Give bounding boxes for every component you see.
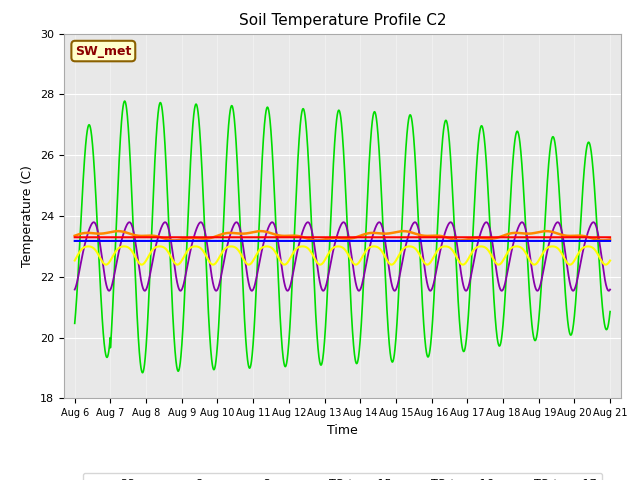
-32cm xyxy=(606,234,614,240)
TC_temp16 xyxy=(164,248,172,254)
TC_temp17 xyxy=(462,288,470,294)
TC_temp16 xyxy=(606,258,614,264)
TC_temp17 xyxy=(276,252,284,258)
TC_temp15 xyxy=(276,233,284,239)
TC_temp15 xyxy=(164,237,172,242)
-8cm xyxy=(538,238,546,244)
TC_temp17 xyxy=(164,222,172,228)
-2cm xyxy=(300,106,307,112)
TC_temp17 xyxy=(300,227,307,233)
TC_temp16 xyxy=(596,255,604,261)
-32cm xyxy=(538,234,546,240)
TC_temp15 xyxy=(606,237,614,242)
-32cm xyxy=(300,234,307,240)
TC_temp17 xyxy=(71,287,79,292)
TC_temp16 xyxy=(209,262,217,267)
-2cm xyxy=(71,321,79,326)
-2cm xyxy=(606,309,614,314)
-8cm xyxy=(596,238,604,244)
-2cm xyxy=(596,271,604,277)
TC_temp16 xyxy=(132,255,140,261)
Y-axis label: Temperature (C): Temperature (C) xyxy=(22,165,35,267)
TC_temp16 xyxy=(276,258,284,264)
-8cm xyxy=(300,238,307,244)
-2cm xyxy=(132,289,140,295)
-2cm xyxy=(139,370,147,375)
TC_temp16 xyxy=(538,251,546,257)
Line: TC_temp15: TC_temp15 xyxy=(75,231,610,240)
Line: -2cm: -2cm xyxy=(75,101,610,372)
TC_temp15 xyxy=(71,233,79,239)
TC_temp17 xyxy=(340,219,348,225)
TC_temp16 xyxy=(263,243,271,249)
TC_temp17 xyxy=(132,241,140,247)
TC_temp15 xyxy=(538,228,546,234)
-8cm xyxy=(132,238,140,244)
-32cm xyxy=(596,234,604,240)
-2cm xyxy=(538,266,546,272)
Line: TC_temp16: TC_temp16 xyxy=(75,246,610,264)
-2cm xyxy=(164,202,172,207)
TC_temp15 xyxy=(456,238,463,243)
TC_temp15 xyxy=(132,232,140,238)
TC_temp15 xyxy=(114,228,122,234)
TC_temp15 xyxy=(596,237,604,243)
-32cm xyxy=(276,234,284,240)
Text: SW_met: SW_met xyxy=(75,45,131,58)
X-axis label: Time: Time xyxy=(327,424,358,437)
-32cm xyxy=(132,234,140,240)
-8cm xyxy=(164,238,172,244)
-32cm xyxy=(71,234,79,240)
-8cm xyxy=(71,238,79,244)
-2cm xyxy=(276,318,284,324)
Title: Soil Temperature Profile C2: Soil Temperature Profile C2 xyxy=(239,13,446,28)
TC_temp17 xyxy=(538,274,546,279)
Line: TC_temp17: TC_temp17 xyxy=(75,222,610,291)
TC_temp16 xyxy=(300,243,307,249)
TC_temp15 xyxy=(300,234,307,240)
-32cm xyxy=(164,234,172,240)
-8cm xyxy=(276,238,284,244)
TC_temp17 xyxy=(606,287,614,292)
TC_temp17 xyxy=(596,242,604,248)
-2cm xyxy=(121,98,129,104)
Legend: -32cm, -8cm, -2cm, TC_temp15, TC_temp16, TC_temp17: -32cm, -8cm, -2cm, TC_temp15, TC_temp16,… xyxy=(83,473,602,480)
TC_temp16 xyxy=(71,258,79,264)
-8cm xyxy=(606,238,614,244)
